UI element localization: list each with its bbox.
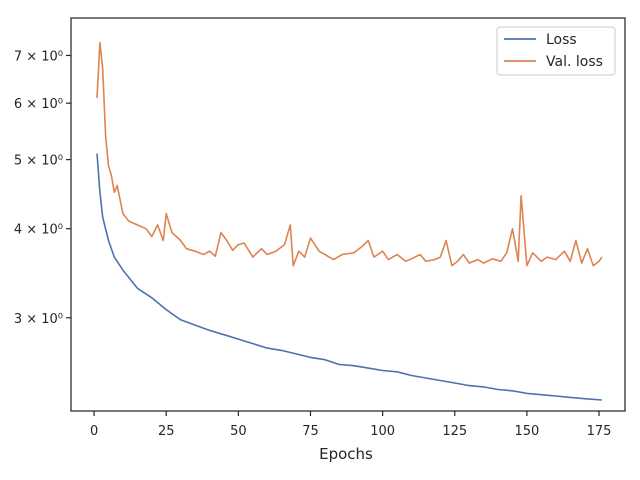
x-tick-label: 25 <box>158 424 175 439</box>
y-axis-ticks: 3 × 10⁰ 4 × 10⁰ 5 × 10⁰ 6 × 10⁰ 7 × 10⁰ <box>14 49 71 327</box>
x-tick-label: 75 <box>302 424 319 439</box>
y-tick-label: 7 × 10⁰ <box>14 49 63 64</box>
y-tick-label: 6 × 10⁰ <box>14 97 63 112</box>
plot-frame <box>70 17 626 412</box>
series-line-0 <box>96 153 602 401</box>
y-tick-label: 4 × 10⁰ <box>14 223 63 238</box>
plot-content <box>96 41 603 401</box>
series-line-1 <box>96 41 603 267</box>
y-tick-label: 3 × 10⁰ <box>14 312 63 327</box>
x-tick-label: 175 <box>587 424 612 439</box>
legend-label: Loss <box>546 32 577 48</box>
x-tick-label: 0 <box>90 424 98 439</box>
x-tick-label: 125 <box>442 424 467 439</box>
x-tick-label: 50 <box>230 424 247 439</box>
y-tick-label: 5 × 10⁰ <box>14 154 63 169</box>
x-axis-label: Epochs <box>319 445 373 463</box>
legend: Loss Val. loss <box>496 26 616 76</box>
x-tick-label: 150 <box>514 424 539 439</box>
x-axis-ticks: 0 25 50 75 100 125 150 175 <box>90 411 612 439</box>
x-tick-label: 100 <box>370 424 395 439</box>
legend-label: Val. loss <box>546 54 603 70</box>
